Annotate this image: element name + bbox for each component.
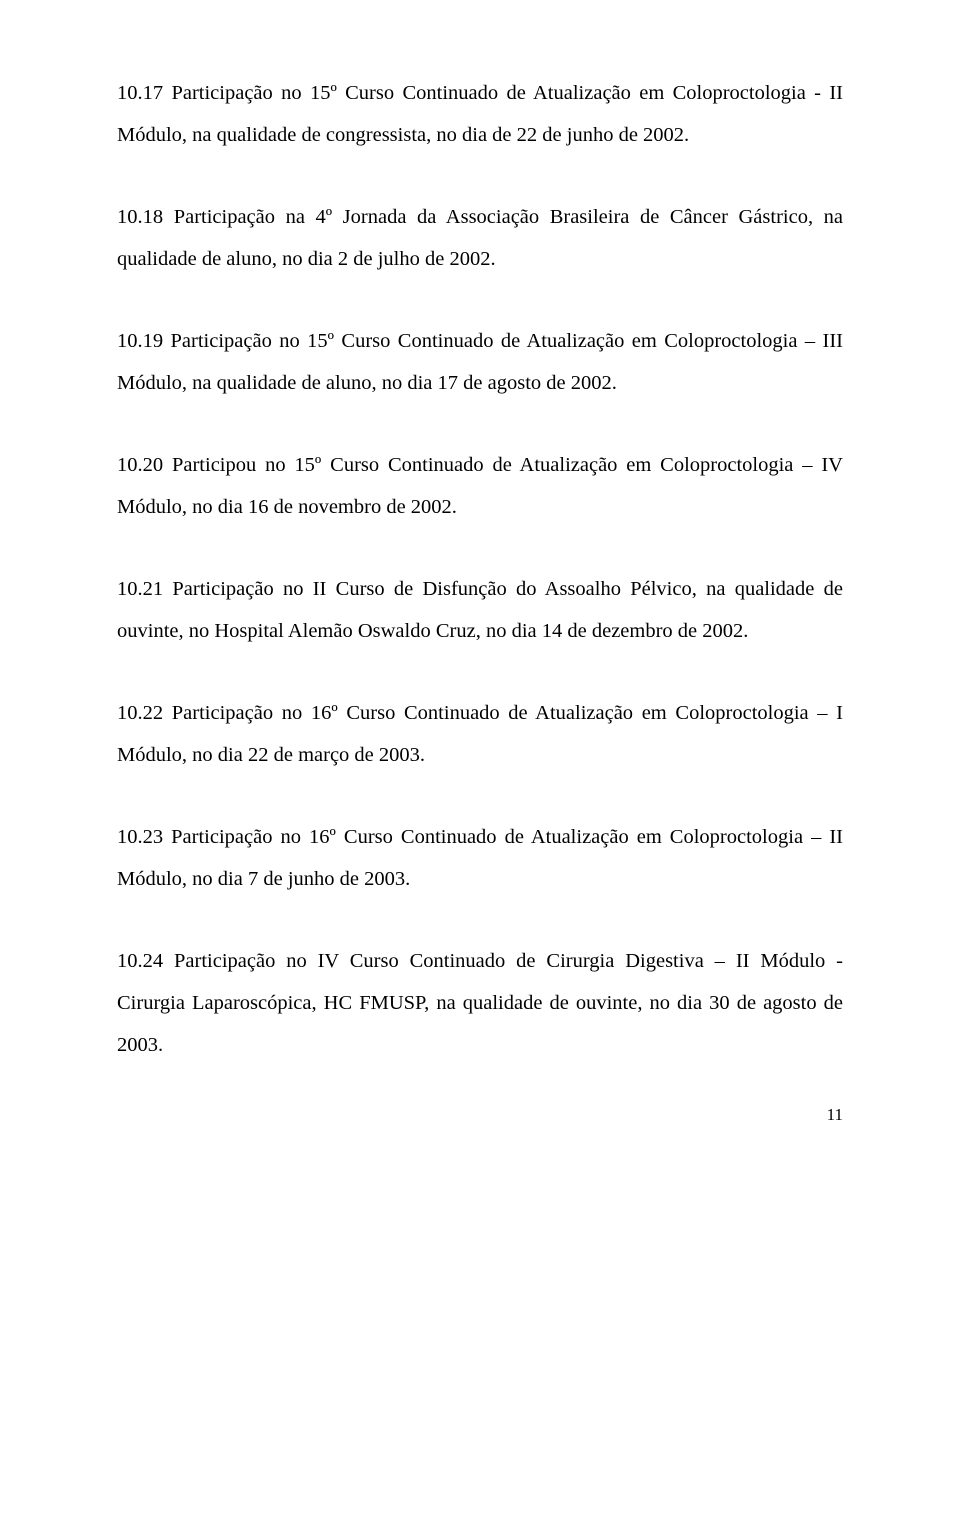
paragraph-10-18: 10.18 Participação na 4º Jornada da Asso… <box>117 196 843 280</box>
paragraph-10-17: 10.17 Participação no 15º Curso Continua… <box>117 72 843 156</box>
paragraph-10-22: 10.22 Participação no 16º Curso Continua… <box>117 692 843 776</box>
paragraph-10-20: 10.20 Participou no 15º Curso Continuado… <box>117 444 843 528</box>
paragraph-10-24: 10.24 Participação no IV Curso Continuad… <box>117 940 843 1066</box>
paragraph-10-23: 10.23 Participação no 16º Curso Continua… <box>117 816 843 900</box>
page-number: 11 <box>117 1106 843 1123</box>
paragraph-10-19: 10.19 Participação no 15º Curso Continua… <box>117 320 843 404</box>
paragraph-10-21: 10.21 Participação no II Curso de Disfun… <box>117 568 843 652</box>
